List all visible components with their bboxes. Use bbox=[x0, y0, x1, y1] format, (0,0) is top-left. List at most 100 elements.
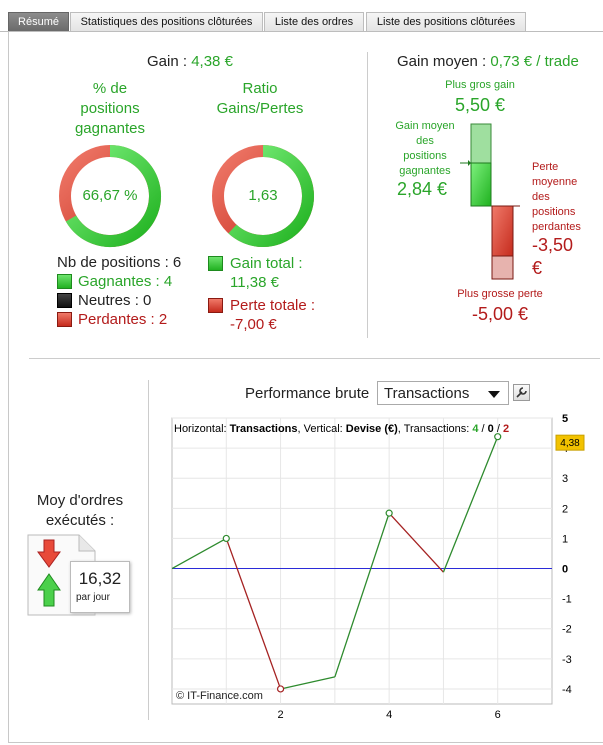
legend-perdantes: Perdantes : 2 bbox=[78, 311, 168, 328]
ratio-title-line: Gains/Pertes bbox=[216, 100, 304, 117]
ratio-donut-win bbox=[228, 145, 314, 247]
tab-liste-positions[interactable]: Liste des positions clôturées bbox=[366, 12, 526, 31]
max-loss-label: Plus grosse perte bbox=[457, 288, 543, 300]
tab-liste-ordres[interactable]: Liste des ordres bbox=[264, 12, 364, 31]
y-tick-label: 1 bbox=[562, 533, 568, 545]
chart-header: Horizontal: Transactions, Vertical: Devi… bbox=[174, 423, 509, 435]
y-tick-label: 2 bbox=[562, 503, 568, 515]
plot-frame bbox=[171, 417, 553, 705]
gain-total: Gain total : 11,38 € bbox=[230, 254, 303, 292]
nb-positions: Nb de positions : 6 bbox=[57, 254, 182, 271]
avg-label: Gain moyen : bbox=[397, 53, 487, 70]
orders-title: Moy d'ordres exécutés : bbox=[20, 491, 140, 531]
y-tick-label: -4 bbox=[562, 684, 572, 696]
series-segment bbox=[334, 512, 390, 678]
max-loss-value: -5,00 € bbox=[471, 304, 529, 324]
section-divider bbox=[29, 358, 600, 359]
avg-win-line: des bbox=[416, 135, 434, 147]
header-t-red: 2 bbox=[503, 423, 509, 435]
last-value-badge-box bbox=[555, 434, 585, 451]
content-frame bbox=[8, 32, 603, 743]
legend-red-square bbox=[57, 312, 72, 327]
y-ticks: 543210-1-2-3-4 bbox=[562, 413, 572, 696]
max-gain-bar bbox=[470, 123, 492, 164]
tab-underline bbox=[0, 31, 603, 32]
gain-total-value: 11,38 € bbox=[230, 274, 279, 291]
performance-select[interactable]: Transactions bbox=[377, 381, 509, 405]
avg-loss-line: des bbox=[532, 191, 550, 203]
orders-title-line: exécutés : bbox=[45, 512, 115, 529]
avg-win-arrow bbox=[468, 160, 471, 166]
pct-title-line: gagnantes bbox=[74, 120, 146, 137]
ratio-title-line: Ratio bbox=[242, 80, 278, 97]
max-gain-label: Plus gros gain bbox=[445, 79, 515, 91]
avg-win-line: gagnantes bbox=[399, 165, 451, 177]
header-prefix-h: Horizontal: bbox=[174, 423, 230, 435]
x-tick-label: 6 bbox=[495, 709, 501, 721]
avg-loss-line: perdantes bbox=[532, 221, 581, 233]
ratio-donut bbox=[212, 145, 314, 247]
ratio-value: 1,63 bbox=[248, 187, 278, 204]
avg-win-value: 2,84 € bbox=[397, 179, 448, 199]
gain-label: Gain : bbox=[147, 53, 188, 70]
arrow-down-icon bbox=[37, 539, 61, 568]
header-prefix-v: , Vertical: bbox=[298, 423, 346, 435]
performance-title: Performance brute bbox=[245, 385, 370, 402]
y-tick-label: -2 bbox=[562, 624, 572, 636]
orders-card: 16,32 par jour bbox=[70, 561, 130, 613]
data-point bbox=[222, 534, 230, 543]
series bbox=[171, 433, 502, 693]
x-ticks: 2 4 6 bbox=[278, 709, 501, 721]
wrench-button[interactable] bbox=[513, 384, 530, 401]
legend-black-square bbox=[57, 293, 72, 308]
pct-value: 66,67 % bbox=[82, 187, 138, 204]
gain-value: 4,38 € bbox=[191, 53, 233, 70]
data-point bbox=[385, 509, 393, 517]
avg-loss-label: Perte moyenne des positions perdantes bbox=[532, 160, 592, 235]
legend-loss-square bbox=[208, 298, 223, 313]
avg-loss-value: -3,50 € bbox=[532, 234, 573, 280]
pct-donut-win bbox=[65, 145, 161, 247]
header-h: Transactions bbox=[230, 423, 298, 435]
last-value-badge: 4,38 bbox=[555, 434, 585, 451]
series-segment bbox=[225, 538, 282, 690]
avg-win-bar bbox=[470, 162, 492, 207]
x-tick-label: 4 bbox=[386, 709, 392, 721]
avg-loss-value-unit: € bbox=[532, 258, 543, 278]
avg-header: Gain moyen : 0,73 € / trade bbox=[397, 53, 579, 70]
tab-resume[interactable]: Résumé bbox=[8, 12, 69, 31]
perte-totale-label: Perte totale : bbox=[230, 297, 316, 314]
y-tick-label: 3 bbox=[562, 473, 568, 485]
avg-win-label: Gain moyen des positions gagnantes bbox=[385, 119, 465, 179]
y-tick-label: -3 bbox=[562, 654, 572, 666]
series-segment bbox=[388, 512, 444, 573]
avg-bars bbox=[460, 123, 520, 280]
max-loss-bar bbox=[491, 255, 514, 280]
orders-title-line: Moy d'ordres bbox=[36, 492, 124, 509]
tab-bar: Résumé Statistiques des positions clôtur… bbox=[0, 0, 603, 31]
series-segment bbox=[280, 676, 335, 690]
y-tick-label: 5 bbox=[562, 413, 568, 425]
tab-statistiques[interactable]: Statistiques des positions clôturées bbox=[70, 12, 263, 31]
pct-title-line: positions bbox=[80, 100, 140, 117]
pct-title-line: % de bbox=[92, 80, 128, 97]
avg-value: 0,73 € / trade bbox=[490, 53, 579, 70]
pct-title: % de positions gagnantes bbox=[50, 79, 170, 139]
orders-unit: par jour bbox=[76, 592, 110, 603]
legend-neutres: Neutres : 0 bbox=[78, 292, 152, 309]
avg-loss-line: positions bbox=[532, 206, 576, 218]
orders-value: 16,32 bbox=[78, 569, 122, 588]
wrench-icon bbox=[516, 387, 527, 398]
performance-chart: 5 4 3 2 1 0 -1 -2 -3 -4 2 4 6 Horizontal: Transacti… bbox=[171, 413, 585, 721]
y-tick-label: -1 bbox=[562, 594, 572, 606]
perte-totale-value: -7,00 € bbox=[230, 316, 277, 333]
gain-header: Gain : 4,38 € bbox=[147, 53, 233, 70]
gain-total-label: Gain total : bbox=[230, 255, 303, 272]
data-point bbox=[494, 433, 502, 441]
watermark: © IT-Finance.com bbox=[176, 690, 263, 702]
avg-win-line: Gain moyen bbox=[395, 120, 455, 132]
last-value-badge-text: 4,38 bbox=[560, 438, 580, 449]
chevron-down-icon bbox=[488, 391, 500, 398]
data-point bbox=[276, 685, 285, 693]
performance-select-value: Transactions bbox=[384, 385, 470, 402]
